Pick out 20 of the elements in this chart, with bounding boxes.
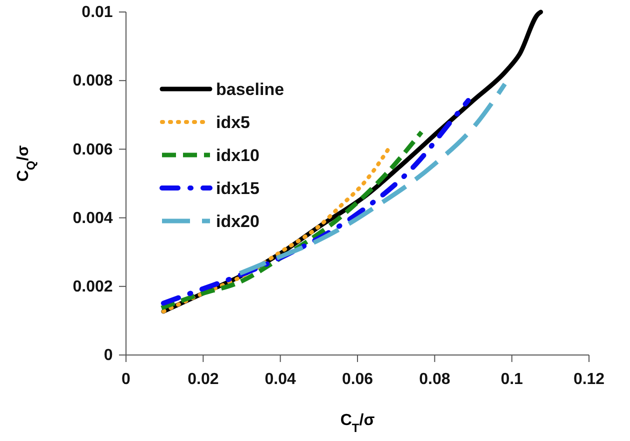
legend-label: baseline <box>216 80 284 99</box>
x-tick-label: 0.06 <box>342 371 374 388</box>
y-tick-label: 0.002 <box>72 278 113 296</box>
x-tick-label: 0.02 <box>188 371 219 388</box>
legend-label: idx5 <box>216 112 250 132</box>
y-tick-label: 0.01 <box>82 4 113 22</box>
x-tick-label: 0 <box>122 371 131 388</box>
y-tick-label: 0.008 <box>72 72 113 90</box>
x-tick-label: 0.1 <box>500 371 524 388</box>
y-tick-label: 0.004 <box>72 210 113 227</box>
x-tick-label: 0.08 <box>419 371 450 388</box>
legend-label: idx15 <box>216 178 260 198</box>
line-series <box>159 130 424 310</box>
x-tick-label: 0.04 <box>264 371 296 388</box>
x-axis-title: C$_{T}$/σ <box>340 412 375 435</box>
y-tick-label: 0 <box>104 347 113 364</box>
legend-label: idx20 <box>216 212 260 231</box>
legend-label: idx10 <box>216 146 260 165</box>
x-tick-label: 0.12 <box>573 371 605 388</box>
y-tick-label: 0.006 <box>72 141 113 158</box>
